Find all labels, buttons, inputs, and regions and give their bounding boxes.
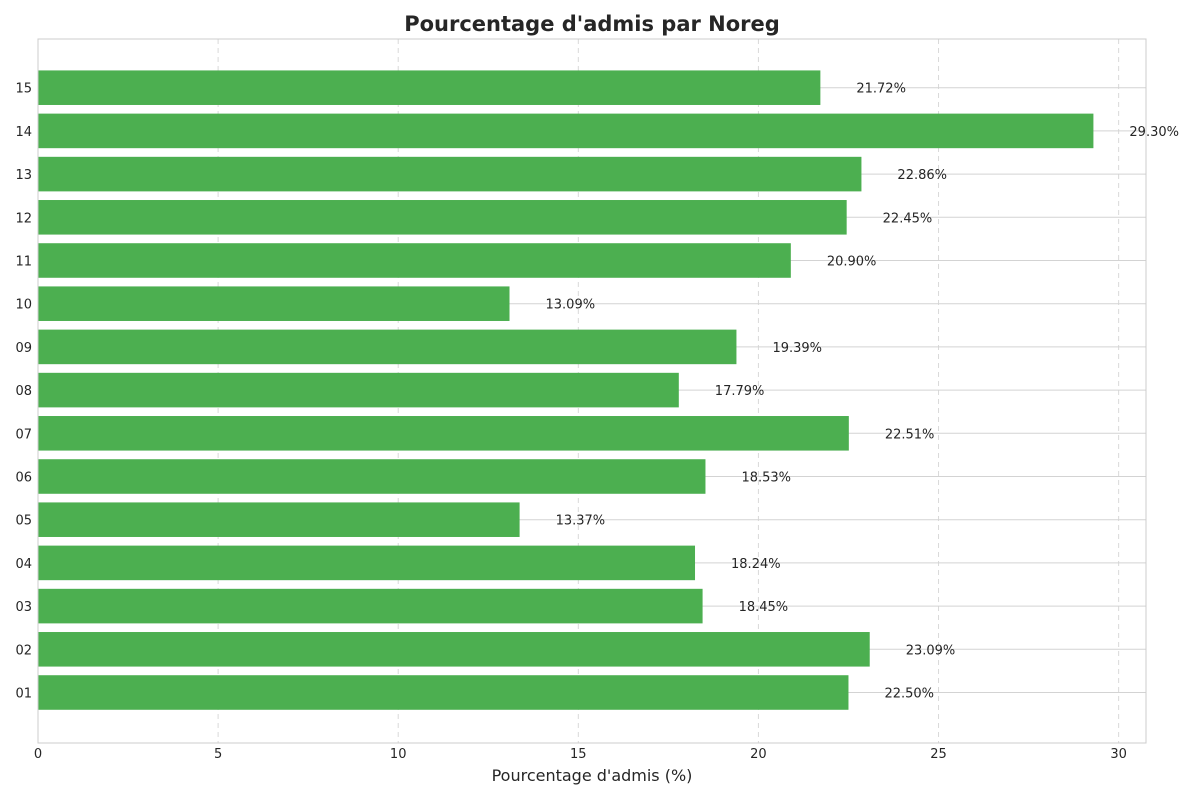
bar-13 (38, 156, 862, 192)
y-tick-label: 10 (15, 298, 32, 313)
bar-03 (38, 588, 703, 624)
bar-09 (38, 329, 737, 365)
bar-01 (38, 675, 849, 710)
bar-10 (38, 286, 510, 321)
x-axis-ticks: 0 5 10 15 20 25 30 (34, 747, 1127, 762)
bar-05 (38, 502, 520, 537)
data-label: 18.53% (741, 471, 791, 486)
bar-11 (38, 243, 791, 278)
x-tick-label: 20 (750, 747, 767, 762)
data-label: 22.45% (883, 211, 933, 226)
y-tick-label: 09 (15, 341, 32, 356)
y-tick-label: 13 (15, 168, 32, 183)
data-label: 22.51% (885, 427, 935, 442)
data-label: 17.79% (715, 384, 765, 399)
bar-14 (38, 113, 1094, 149)
x-tick-label: 10 (390, 747, 407, 762)
y-tick-label: 03 (15, 600, 32, 615)
y-tick-label: 01 (15, 687, 32, 702)
data-label: 23.09% (906, 643, 956, 658)
bars (38, 70, 1094, 710)
bar-07 (38, 416, 849, 451)
bar-08 (38, 372, 679, 408)
data-label: 21.72% (856, 82, 906, 97)
y-tick-label: 04 (15, 557, 32, 572)
data-label: 13.37% (556, 514, 606, 529)
y-axis-ticks: 01 02 03 04 05 06 07 08 09 10 11 12 13 14 15 (15, 82, 32, 702)
y-tick-label: 06 (15, 471, 32, 486)
x-tick-label: 30 (1110, 747, 1127, 762)
data-label: 18.45% (739, 600, 789, 615)
y-tick-label: 14 (15, 125, 32, 140)
data-label: 29.30% (1129, 125, 1179, 140)
y-tick-label: 07 (15, 427, 32, 442)
y-tick-label: 11 (15, 255, 32, 270)
x-tick-label: 5 (214, 747, 222, 762)
data-label: 22.86% (897, 168, 947, 183)
data-label: 19.39% (772, 341, 822, 356)
data-label: 18.24% (731, 557, 781, 572)
bar-02 (38, 632, 870, 667)
y-tick-label: 05 (15, 514, 32, 529)
x-axis-label: Pourcentage d'admis (%) (492, 766, 693, 785)
data-label: 13.09% (546, 298, 596, 313)
bar-04 (38, 545, 696, 581)
y-tick-label: 15 (15, 82, 32, 97)
data-label: 20.90% (827, 255, 877, 270)
plot-frame (37, 38, 1147, 744)
y-tick-label: 12 (15, 211, 32, 226)
x-tick-label: 0 (34, 747, 42, 762)
chart-title: Pourcentage d'admis par Noreg (404, 12, 780, 36)
bar-06 (38, 459, 706, 494)
x-tick-label: 15 (570, 747, 587, 762)
bar-12 (38, 200, 847, 235)
y-tick-label: 08 (15, 384, 32, 399)
data-label: 22.50% (884, 687, 934, 702)
bar-15 (38, 70, 821, 105)
y-tick-label: 02 (15, 643, 32, 658)
x-tick-label: 25 (930, 747, 947, 762)
data-labels: 22.50% 23.09% 18.45% 18.24% 13.37% 18.53% 22.5… (546, 82, 1179, 702)
